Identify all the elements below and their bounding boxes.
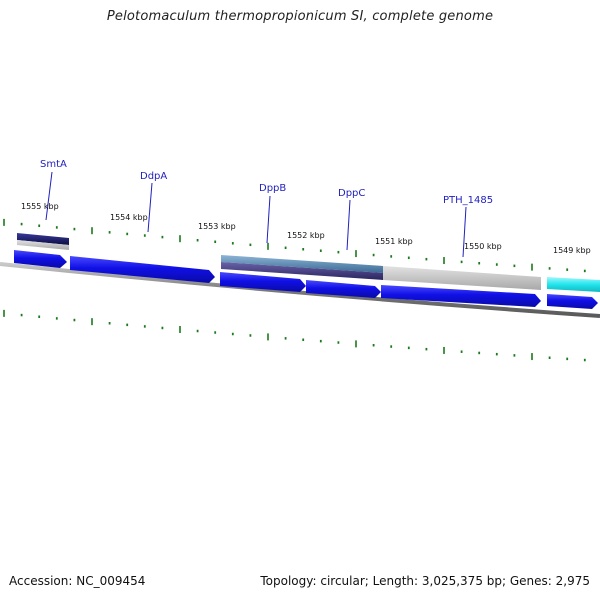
feature-bands	[17, 233, 600, 292]
gene-label-dppc: DppC	[338, 188, 365, 199]
gene-label-ddpa: DdpA	[140, 171, 167, 182]
leader-line	[462, 206, 467, 258]
kbp-label: 1549 kbp	[553, 246, 591, 255]
feature-band-steel	[221, 255, 383, 273]
kbp-label: 1552 kbp	[287, 231, 325, 240]
map-title: Pelotomaculum thermopropionicum SI, comp…	[106, 9, 494, 24]
leader-line	[346, 199, 351, 251]
gene-arrow	[547, 294, 598, 309]
feature-band-purple	[221, 262, 383, 280]
leader-line	[147, 182, 153, 233]
kbp-label: 1555 kbp	[21, 202, 59, 211]
leader-line	[266, 195, 271, 244]
gene-arrow	[70, 256, 215, 283]
gene-arrows	[14, 250, 598, 309]
kbp-label: 1554 kbp	[110, 213, 148, 222]
gene-arrow	[14, 250, 67, 268]
gene-arrow	[220, 272, 306, 292]
inner-tick-marks	[3, 309, 586, 362]
feature-band-gray	[383, 266, 541, 290]
kbp-label: 1550 kbp	[464, 242, 502, 251]
backbone-track	[0, 262, 600, 318]
accession-text: Accession: NC_009454	[9, 574, 146, 588]
leader-line	[45, 171, 53, 221]
kbp-label: 1551 kbp	[375, 237, 413, 246]
outer-tick-marks	[3, 218, 586, 273]
gene-label-smta: SmtA	[40, 159, 67, 170]
genome-summary-text: Topology: circular; Length: 3,025,375 bp…	[260, 574, 590, 588]
kbp-label: 1553 kbp	[198, 222, 236, 231]
gene-label-pth1485: PTH_1485	[443, 195, 493, 206]
feature-band-cyan	[547, 277, 600, 292]
gene-labels: SmtA DdpA DppB DppC PTH_1485	[40, 159, 493, 206]
gene-leader-lines	[45, 171, 467, 258]
kbp-scale-labels: 1555 kbp 1554 kbp 1553 kbp 1552 kbp 1551…	[21, 202, 591, 255]
feature-band-gray-left	[17, 240, 69, 250]
gene-arrow	[381, 285, 541, 307]
gene-label-dppb: DppB	[259, 183, 286, 194]
gene-arrow	[306, 280, 381, 298]
feature-band-navy	[17, 233, 69, 245]
